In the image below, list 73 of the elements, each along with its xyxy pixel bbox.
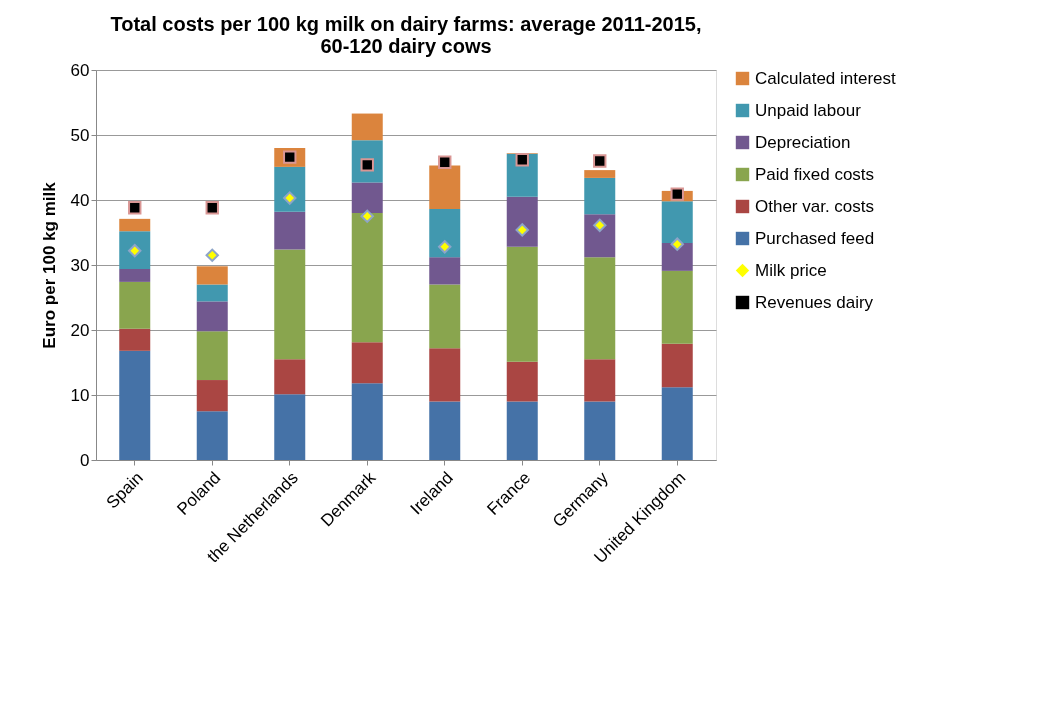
bar <box>196 331 228 381</box>
point <box>205 248 219 262</box>
bar <box>429 348 461 402</box>
bar <box>661 201 693 243</box>
bar <box>506 401 538 460</box>
y-tick-label: 50 <box>70 125 90 145</box>
point <box>438 155 452 169</box>
bar <box>506 361 538 402</box>
chart-title: Total costs per 100 kg milk on dairy farms: average 2011-2015, 60-120 dairy cows <box>110 13 702 57</box>
bar <box>351 342 383 384</box>
bar <box>584 359 616 402</box>
bar <box>274 211 306 250</box>
point <box>670 187 684 201</box>
bar <box>196 380 228 412</box>
bar <box>351 383 383 460</box>
bar <box>429 401 461 460</box>
point <box>128 201 142 215</box>
bar <box>429 209 461 258</box>
bar <box>351 113 383 141</box>
point <box>438 240 452 254</box>
bar <box>429 165 461 210</box>
bar <box>119 281 151 329</box>
bar <box>196 266 228 285</box>
point <box>360 209 374 223</box>
bar <box>506 196 538 247</box>
legend-label: Purchased feed <box>755 228 875 248</box>
bar <box>584 401 616 460</box>
bar <box>119 328 151 351</box>
bar <box>196 301 228 332</box>
y-axis-title: Euro per 100 kg milk <box>39 181 59 349</box>
y-tick-label: 0 <box>80 450 90 470</box>
bar <box>274 359 306 395</box>
bar <box>351 213 383 343</box>
bar <box>274 249 306 360</box>
point <box>670 237 684 251</box>
bar <box>351 182 383 213</box>
y-tick-label: 10 <box>70 385 90 405</box>
bar <box>429 284 461 349</box>
legend-label: Milk price <box>755 260 827 280</box>
bar <box>274 394 306 460</box>
bar <box>661 242 693 271</box>
legend-label: Depreciation <box>755 132 851 152</box>
bar <box>119 350 151 460</box>
legend-label: Unpaid labour <box>755 100 862 120</box>
bar <box>196 411 228 460</box>
bar <box>119 218 151 232</box>
point <box>205 201 219 215</box>
legend-label: Paid fixed costs <box>755 164 875 184</box>
bar <box>584 257 616 360</box>
y-tick-label: 20 <box>70 320 90 340</box>
legend-label: Other var. costs <box>755 196 875 216</box>
bar <box>119 231 151 269</box>
point <box>515 153 529 167</box>
legend-label: Revenues dairy <box>755 292 874 312</box>
y-tick-label: 30 <box>70 255 90 275</box>
bar <box>661 387 693 460</box>
y-tick-label: 40 <box>70 190 90 210</box>
legend-label: Calculated interest <box>755 68 897 88</box>
bar <box>506 246 538 362</box>
bar <box>584 170 616 178</box>
bar <box>196 284 228 302</box>
y-tick-label: 60 <box>70 60 90 80</box>
bar <box>661 270 693 344</box>
point <box>515 223 529 237</box>
bar <box>584 177 616 215</box>
point <box>593 154 607 168</box>
bar <box>584 214 616 258</box>
point <box>283 191 297 205</box>
bar <box>661 343 693 388</box>
bar <box>429 257 461 285</box>
bar <box>119 268 151 282</box>
point <box>593 218 607 233</box>
bar <box>274 166 306 212</box>
